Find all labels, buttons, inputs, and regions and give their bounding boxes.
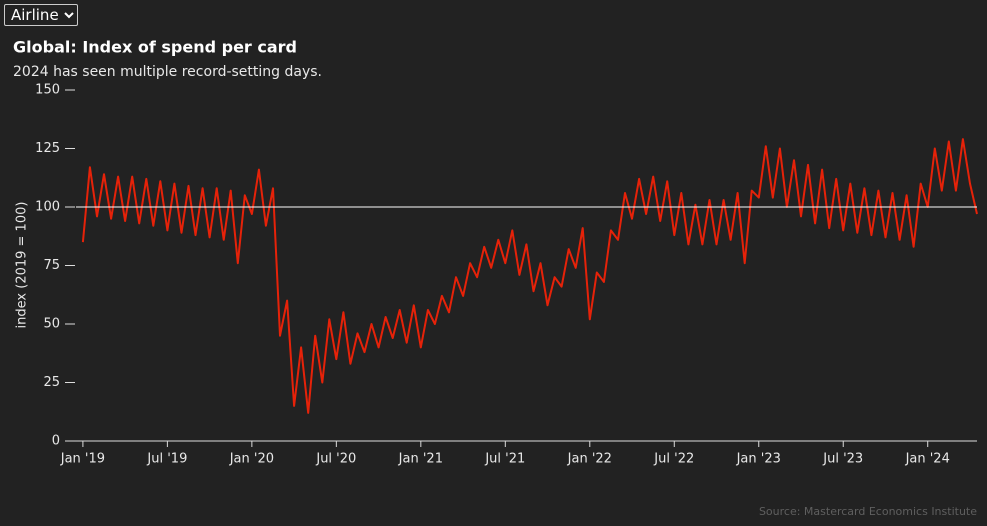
data-line xyxy=(81,138,978,414)
x-tick-label: Jul '22 xyxy=(653,452,694,467)
x-tick-label: Jul '23 xyxy=(822,452,863,467)
category-dropdown[interactable]: Airline xyxy=(4,4,78,26)
chart-subtitle: 2024 has seen multiple record-setting da… xyxy=(13,64,322,80)
y-axis-title: index (2019 = 100) xyxy=(15,202,30,329)
x-tick-label: Jul '21 xyxy=(484,452,525,467)
x-tick-label: Jan '19 xyxy=(60,452,105,467)
y-tick-label: 25 xyxy=(43,375,60,390)
x-tick-label: Jan '20 xyxy=(229,452,274,467)
x-tick-label: Jan '21 xyxy=(398,452,443,467)
y-tick-label: 0 xyxy=(52,434,60,449)
x-tick-label: Jan '24 xyxy=(905,452,950,467)
y-tick-label: 125 xyxy=(35,141,60,156)
y-tick-label: 75 xyxy=(43,258,60,273)
x-tick-label: Jan '22 xyxy=(567,452,612,467)
x-tick-label: Jan '23 xyxy=(736,452,781,467)
chart-title: Global: Index of spend per card xyxy=(13,38,297,57)
x-tick-label: Jul '20 xyxy=(315,452,356,467)
y-tick-label: 100 xyxy=(35,200,60,215)
y-tick-label: 150 xyxy=(35,83,60,98)
source-note: Source: Mastercard Economics Institute xyxy=(759,505,977,518)
x-tick-label: Jul '19 xyxy=(146,452,187,467)
y-tick-label: 50 xyxy=(43,317,60,332)
